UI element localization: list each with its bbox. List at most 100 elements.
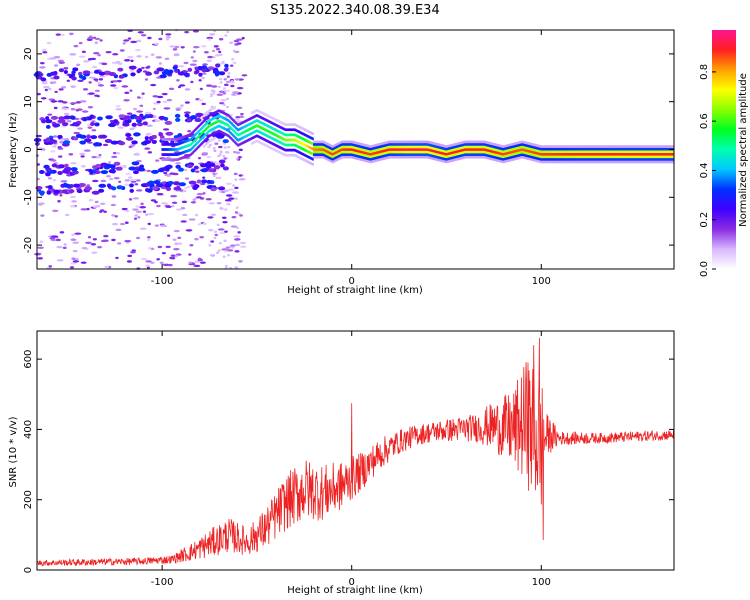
spectrogram-cell — [176, 208, 182, 211]
spectrogram-cell — [136, 119, 142, 124]
spectrogram-cell — [208, 229, 214, 232]
spectrogram-cell — [253, 136, 255, 139]
spectrogram-cell — [391, 145, 393, 149]
spectrogram-cell — [530, 153, 533, 156]
spectrogram-cell — [598, 152, 601, 156]
spectrogram-cell — [495, 151, 497, 154]
spectrogram-cell — [537, 149, 540, 153]
spectrogram-cell — [382, 149, 384, 153]
spectrogram-cell — [183, 61, 189, 65]
spectrogram-cell — [344, 140, 347, 144]
spectrogram-cell — [344, 145, 347, 149]
spectrogram-cell — [197, 257, 202, 261]
spectrogram-cell — [576, 158, 579, 161]
spectrogram-cell — [379, 145, 382, 148]
spectrogram-cell — [512, 155, 515, 159]
spectrogram-cell — [152, 186, 159, 191]
spectrogram-cell — [291, 133, 293, 137]
spectrogram-cell — [177, 85, 182, 89]
spectrogram-cell — [496, 151, 499, 155]
spectrogram-cell — [561, 147, 564, 151]
spectrogram-cell — [71, 233, 75, 237]
spectrogram-cell — [172, 148, 175, 151]
spectrogram-cell — [263, 112, 265, 116]
spectrogram-cell — [200, 133, 202, 136]
spectrogram-cell — [500, 160, 502, 163]
spectrogram-cell — [201, 141, 204, 145]
spectrogram-cell — [447, 150, 449, 153]
spectrogram-cell — [392, 153, 395, 156]
spectrogram-cell — [460, 156, 463, 160]
spectrogram-cell — [542, 155, 545, 159]
spectrogram-cell — [206, 141, 209, 145]
spectrogram-cell — [211, 85, 218, 88]
spectrogram-cell — [524, 143, 527, 147]
spectrogram-cell — [317, 148, 320, 151]
spectrogram-cell — [442, 144, 445, 148]
spectrogram-cell — [558, 155, 561, 159]
spectrogram-cell — [231, 123, 234, 127]
spectrogram-cell — [166, 158, 169, 161]
spectrogram-cell — [504, 157, 507, 161]
spectrogram-cell — [466, 153, 468, 156]
spectrogram-cell — [224, 264, 228, 268]
spectrogram-cell — [263, 133, 266, 136]
spectrogram-cell — [352, 140, 355, 144]
spectrogram-cell — [180, 141, 182, 145]
spectrogram-cell — [471, 145, 474, 149]
spectrogram-cell — [204, 138, 207, 142]
spectrogram-cell — [391, 155, 393, 159]
spectrogram-cell — [451, 154, 453, 157]
spectrogram-cell — [328, 153, 330, 157]
spectrogram-cell — [108, 161, 112, 164]
spectrogram-cell — [470, 140, 473, 144]
spectrogram-cell — [272, 142, 274, 146]
spectrogram-cell — [227, 129, 229, 132]
spectrogram-cell — [396, 150, 399, 154]
spectrogram-cell — [600, 160, 602, 164]
spectrogram-cell — [510, 156, 512, 159]
spectrogram-cell — [563, 158, 565, 161]
spectrogram-cell — [573, 158, 575, 161]
spectrogram-cell — [547, 155, 549, 159]
spectrogram-cell — [300, 156, 302, 160]
spectrogram-cell — [196, 142, 198, 145]
spectrogram-cell — [466, 148, 468, 151]
spectrogram-cell — [467, 153, 470, 156]
spectrogram-cell — [94, 79, 99, 82]
spectrogram-cell — [130, 59, 134, 63]
spectrogram-cell — [498, 149, 500, 152]
spectrogram-cell — [143, 140, 152, 145]
spectrogram-cell — [375, 143, 377, 147]
spectrogram-cell — [62, 107, 69, 110]
spectrogram-cell — [224, 127, 226, 131]
spectrogram-cell — [223, 122, 226, 125]
spectrogram-cell — [504, 160, 507, 163]
spectrogram-cell — [309, 130, 311, 134]
spectrogram-cell — [588, 152, 590, 156]
spectrogram-cell — [203, 139, 206, 143]
spectrogram-cell — [394, 143, 396, 146]
spectrogram-cell — [394, 148, 396, 151]
spectrogram-cell — [38, 170, 45, 175]
spectrogram-cell — [295, 144, 298, 148]
spectrogram-cell — [207, 55, 214, 59]
spectrogram-cell — [490, 157, 493, 161]
spectrogram-cell — [183, 111, 191, 114]
spectrogram-cell — [247, 123, 249, 127]
spectrogram-cell — [426, 145, 429, 149]
spectrogram-cell — [597, 152, 599, 156]
spectrogram-cell — [211, 122, 213, 126]
spectrogram-cell — [303, 138, 305, 141]
spectrogram-cell — [199, 261, 206, 264]
spectrogram-cell — [269, 115, 271, 119]
spectrogram-cell — [574, 160, 577, 164]
spectrogram-cell — [416, 145, 418, 149]
spectrogram-cell — [496, 153, 499, 157]
spectrogram-cell — [536, 144, 539, 147]
spectrogram-cell — [508, 159, 511, 162]
spectrogram-cell — [203, 130, 205, 133]
spectrogram-cell — [568, 150, 571, 154]
spectrogram-cell — [312, 152, 314, 156]
spectrogram-cell — [263, 127, 265, 131]
